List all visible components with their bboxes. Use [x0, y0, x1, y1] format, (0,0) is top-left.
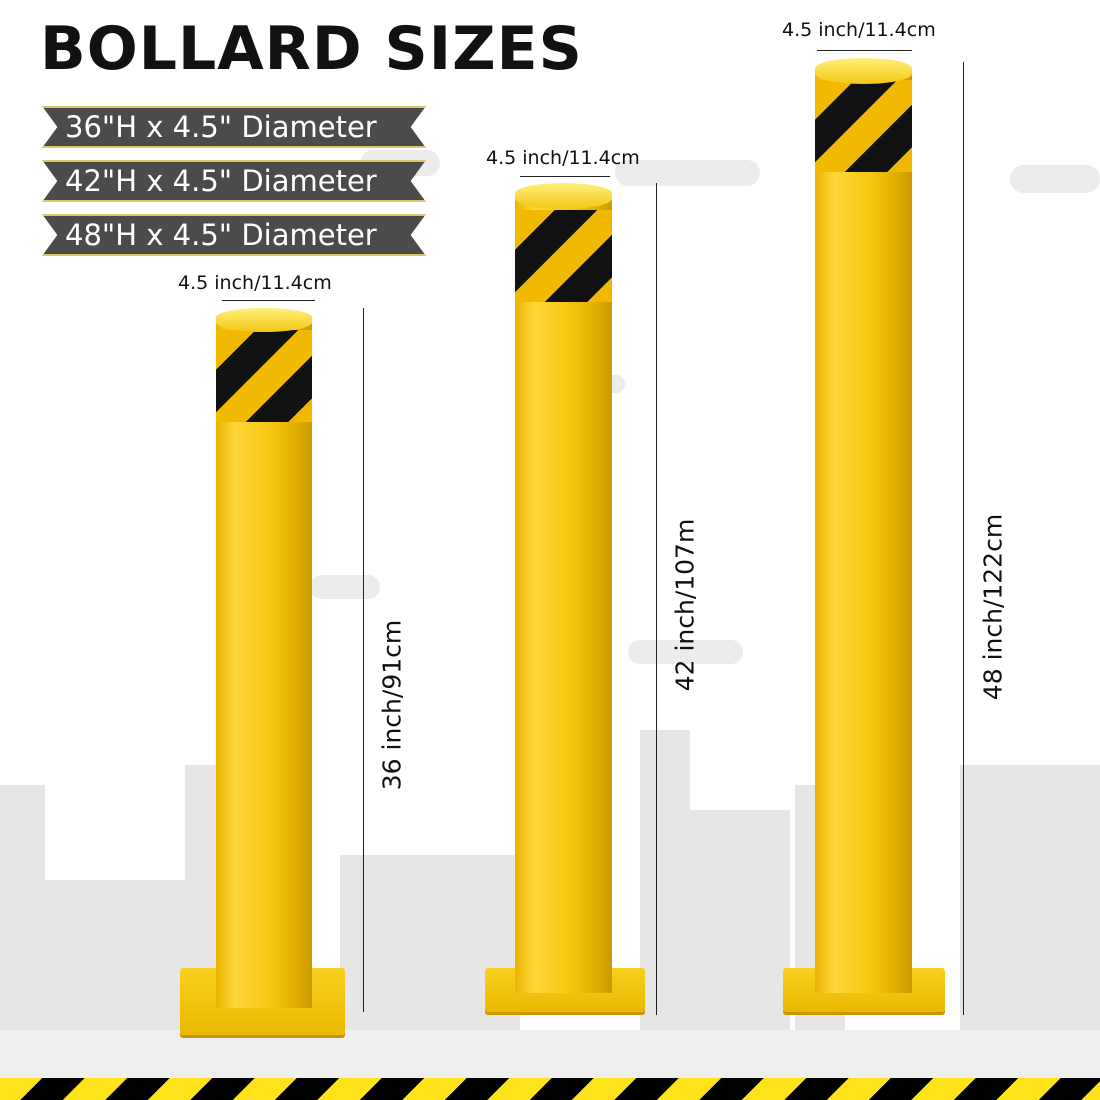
height-arrow — [363, 308, 364, 1012]
bollard-cap — [815, 58, 912, 84]
page-title: BOLLARD SIZES — [40, 14, 583, 84]
height-label: 42 inch/107m — [670, 518, 700, 692]
hazard-stripe — [0, 1078, 1100, 1100]
diameter-label: 4.5 inch/11.4cm — [178, 272, 332, 294]
bollard-cap — [515, 183, 612, 209]
size-banner-48: 48"H x 4.5" Diameter — [42, 214, 426, 256]
bollard-body — [515, 193, 612, 993]
reflective-stripe — [815, 80, 912, 172]
size-banner-36: 36"H x 4.5" Diameter — [42, 106, 426, 148]
reflective-stripe — [515, 210, 612, 302]
diameter-arrow — [222, 300, 315, 301]
height-arrow — [656, 183, 657, 1015]
height-arrow — [963, 62, 964, 1015]
bollard-cap — [216, 308, 312, 332]
height-label: 36 inch/91cm — [377, 619, 407, 791]
diameter-arrow — [520, 176, 610, 177]
diameter-arrow — [817, 50, 912, 51]
height-label: 48 inch/122cm — [978, 513, 1008, 701]
bollard-body — [815, 68, 912, 993]
bollard-body — [216, 318, 312, 1008]
diameter-label: 4.5 inch/11.4cm — [782, 19, 936, 41]
diameter-label: 4.5 inch/11.4cm — [486, 147, 640, 169]
reflective-stripe — [216, 330, 312, 422]
size-banner-42: 42"H x 4.5" Diameter — [42, 160, 426, 202]
